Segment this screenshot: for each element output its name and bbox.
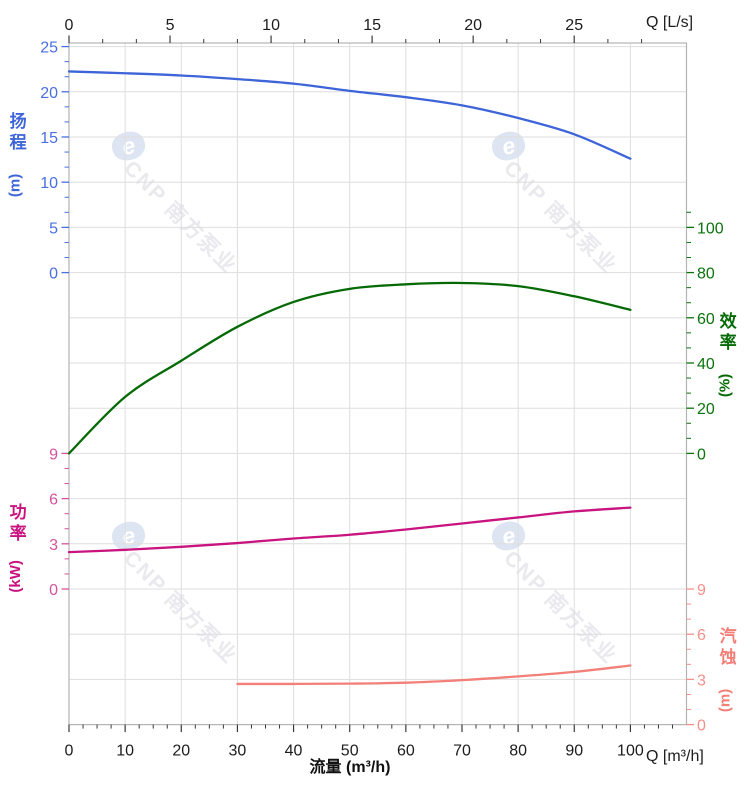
curves-layer: [67, 70, 632, 686]
head-axis-unit: (m): [6, 173, 24, 197]
efficiency-axis-title-text: 效率: [716, 312, 736, 354]
head-axis-tick-label: 15: [40, 130, 58, 147]
top-axis-tick-label: 0: [65, 17, 74, 34]
plot-border: [68, 42, 688, 726]
bottom-axis-tick-label: 50: [341, 743, 359, 760]
head-axis-tick-label: 25: [40, 40, 58, 57]
bottom-axis-tick-label: 70: [453, 743, 471, 760]
efficiency-axis-tick-label: 0: [697, 446, 706, 463]
bottom-axis-tick-label: 80: [509, 743, 527, 760]
efficiency-axis-unit: (%): [716, 373, 734, 397]
top-axis-tick-label: 20: [464, 17, 482, 34]
head-curve: [67, 70, 632, 160]
npsh-axis-tick-label: 6: [697, 627, 706, 644]
efficiency-axis-tick-label: 80: [697, 266, 715, 283]
power-axis-tick-label: 6: [49, 492, 58, 509]
eff-curve: [67, 281, 632, 455]
efficiency-axis-title: 效率 (%): [715, 312, 737, 409]
grid-layer: [69, 43, 687, 725]
npsh-axis-title-text: 汽蚀: [716, 627, 736, 669]
bottom-axis-tick-label: 0: [65, 743, 74, 760]
npsh-axis-title: 汽蚀 (m): [715, 627, 737, 724]
bottom-axis-tick-label: 20: [172, 743, 190, 760]
head-axis-tick-label: 0: [49, 266, 58, 283]
bottom-axis-tick-label: 90: [565, 743, 583, 760]
plot-border-rect: [68, 42, 688, 726]
bottom-axis-tick-label: 30: [229, 743, 247, 760]
bottom-axis-tick-label: 60: [397, 743, 415, 760]
top-axis-unit-label: Q [L/s]: [646, 14, 694, 31]
axis-ticks-layer: [61, 35, 694, 733]
power-curve: [67, 506, 632, 554]
bottom-axis-tick-label: 40: [285, 743, 303, 760]
head-axis-title-text: 扬程: [6, 112, 26, 154]
efficiency-axis-tick-label: 20: [697, 401, 715, 418]
head-axis-tick-label: 10: [40, 175, 58, 192]
npsh-axis-tick-label: 9: [697, 582, 706, 599]
efficiency-axis-unit-box: (%): [715, 361, 737, 409]
power-axis-unit-box: (kW): [5, 552, 27, 600]
head-axis-unit-box: (m): [5, 161, 27, 209]
power-axis-tick-label: 0: [49, 582, 58, 599]
head-axis-title: 扬程 (m): [5, 112, 27, 209]
npsh-axis-tick-label: 3: [697, 672, 706, 689]
bottom-axis-unit-label: Q [m³/h]: [646, 748, 704, 765]
efficiency-axis-tick-label: 40: [697, 356, 715, 373]
axis-labels-layer: 0 5 10 15 20 250 10 20 30 40 50 60 70 80 90 10005101520…: [40, 17, 724, 760]
bottom-axis-tick-label: 10: [116, 743, 134, 760]
top-axis-tick-label: 25: [565, 17, 583, 34]
npsh-axis-tick-label: 0: [697, 718, 706, 735]
efficiency-axis-tick-label: 60: [697, 311, 715, 328]
npsh-curve: [236, 664, 632, 686]
power-axis-title-text: 功率: [6, 503, 26, 545]
efficiency-axis-tick-label: 100: [697, 220, 724, 237]
bottom-axis-tick-label: 100: [617, 743, 644, 760]
power-axis-unit: (kW): [6, 559, 24, 593]
top-axis-tick-label: 10: [262, 17, 280, 34]
npsh-axis-unit: (m): [716, 688, 734, 712]
head-axis-tick-label: 5: [49, 220, 58, 237]
x-axis-label: 流量 (m³/h): [309, 759, 391, 776]
top-axis-tick-label: 5: [166, 17, 175, 34]
npsh-axis-unit-box: (m): [715, 676, 737, 724]
power-axis-tick-label: 3: [49, 537, 58, 554]
power-axis-tick-label: 9: [49, 446, 58, 463]
top-axis-tick-label: 15: [363, 17, 381, 34]
head-axis-tick-label: 20: [40, 85, 58, 102]
power-axis-title: 功率 (kW): [5, 503, 27, 600]
